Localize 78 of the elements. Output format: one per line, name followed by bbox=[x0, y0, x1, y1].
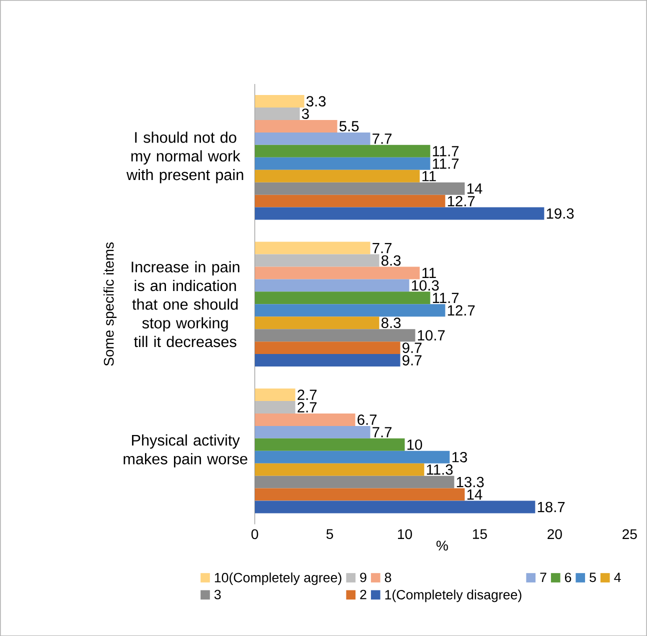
bar bbox=[254, 94, 304, 108]
bar bbox=[254, 279, 410, 292]
data-label: 11.3 bbox=[426, 464, 453, 475]
data-label: 14 bbox=[467, 183, 482, 194]
data-label: 8.3 bbox=[381, 318, 401, 328]
data-label: 19.3 bbox=[546, 208, 574, 219]
x-tick-label: 20 bbox=[548, 529, 562, 539]
bar bbox=[254, 207, 544, 220]
data-label: 11 bbox=[422, 268, 436, 278]
data-label: 11.7 bbox=[432, 146, 459, 156]
legend-label: 1(Completely disagree) bbox=[385, 589, 522, 602]
y-tick-label: Increase in pain is an indication that one should stop working till it decreases bbox=[132, 261, 240, 347]
bar bbox=[254, 242, 370, 254]
bar bbox=[254, 316, 380, 329]
bar bbox=[254, 157, 430, 170]
data-label: 13 bbox=[452, 452, 467, 462]
bar bbox=[254, 292, 430, 304]
data-label: 2.7 bbox=[298, 389, 317, 400]
data-label: 7.7 bbox=[372, 426, 392, 438]
bar bbox=[254, 400, 296, 414]
bar bbox=[254, 426, 370, 438]
data-label: 3.3 bbox=[306, 96, 326, 106]
data-label: 13.3 bbox=[456, 476, 484, 488]
data-label: 9.7 bbox=[402, 342, 422, 353]
data-label: 12.7 bbox=[448, 196, 475, 206]
x-tick-label: 5 bbox=[326, 529, 334, 539]
data-label: 11 bbox=[422, 170, 436, 182]
bar bbox=[254, 388, 296, 401]
data-label: 9.7 bbox=[402, 354, 422, 366]
legend-label: 3 bbox=[214, 590, 221, 600]
data-label: 11.7 bbox=[432, 292, 459, 303]
bar bbox=[254, 500, 536, 514]
legend-label: 9 bbox=[360, 572, 366, 582]
bar bbox=[254, 120, 338, 132]
bar bbox=[254, 266, 420, 280]
x-tick-label: 10 bbox=[398, 529, 412, 539]
bar bbox=[254, 194, 446, 208]
bar bbox=[254, 170, 420, 182]
legend-label: 6 bbox=[564, 572, 572, 582]
data-label: 8.3 bbox=[381, 255, 401, 266]
data-label: 12.7 bbox=[448, 305, 475, 316]
bar bbox=[254, 463, 424, 476]
legend-label: 4 bbox=[614, 572, 621, 582]
data-label: 6.7 bbox=[358, 414, 377, 425]
legend-label: 8 bbox=[384, 572, 392, 582]
legend-label: 10(Completely agree) bbox=[214, 572, 342, 585]
data-label: 10 bbox=[407, 439, 422, 450]
x-tick-label: 15 bbox=[472, 529, 487, 539]
data-label: 11.7 bbox=[432, 158, 459, 169]
legend-label: 5 bbox=[590, 572, 596, 582]
bar bbox=[254, 132, 370, 145]
y-axis-title: Some specific items bbox=[103, 242, 117, 366]
x-tick-label: 25 bbox=[622, 529, 637, 539]
bar bbox=[254, 254, 380, 267]
data-label: 10.3 bbox=[412, 280, 439, 290]
y-tick-label: Physical activity makes pain worse bbox=[124, 434, 248, 468]
data-label: 10.7 bbox=[418, 330, 445, 340]
bar bbox=[254, 107, 300, 120]
bar bbox=[254, 304, 446, 316]
bar bbox=[254, 450, 450, 464]
data-label: 7.7 bbox=[372, 242, 392, 253]
bar bbox=[254, 354, 400, 366]
y-tick-label: I should not do my normal work with present pain bbox=[126, 131, 244, 184]
bar bbox=[254, 341, 400, 354]
data-label: 5.5 bbox=[339, 120, 359, 132]
legend-label: 2 bbox=[360, 590, 366, 599]
data-label: 14 bbox=[467, 489, 482, 500]
bar bbox=[254, 438, 405, 451]
bar bbox=[254, 413, 356, 426]
bar bbox=[254, 488, 465, 501]
bar bbox=[254, 144, 430, 158]
x-axis-title: % bbox=[436, 540, 448, 550]
data-label: 18.7 bbox=[538, 502, 565, 512]
data-label: 2.7 bbox=[298, 402, 317, 412]
legend-label: 7 bbox=[540, 572, 546, 582]
data-label: 3 bbox=[302, 108, 309, 119]
x-tick-label: 0 bbox=[251, 529, 258, 539]
data-label: 7.7 bbox=[372, 134, 392, 144]
